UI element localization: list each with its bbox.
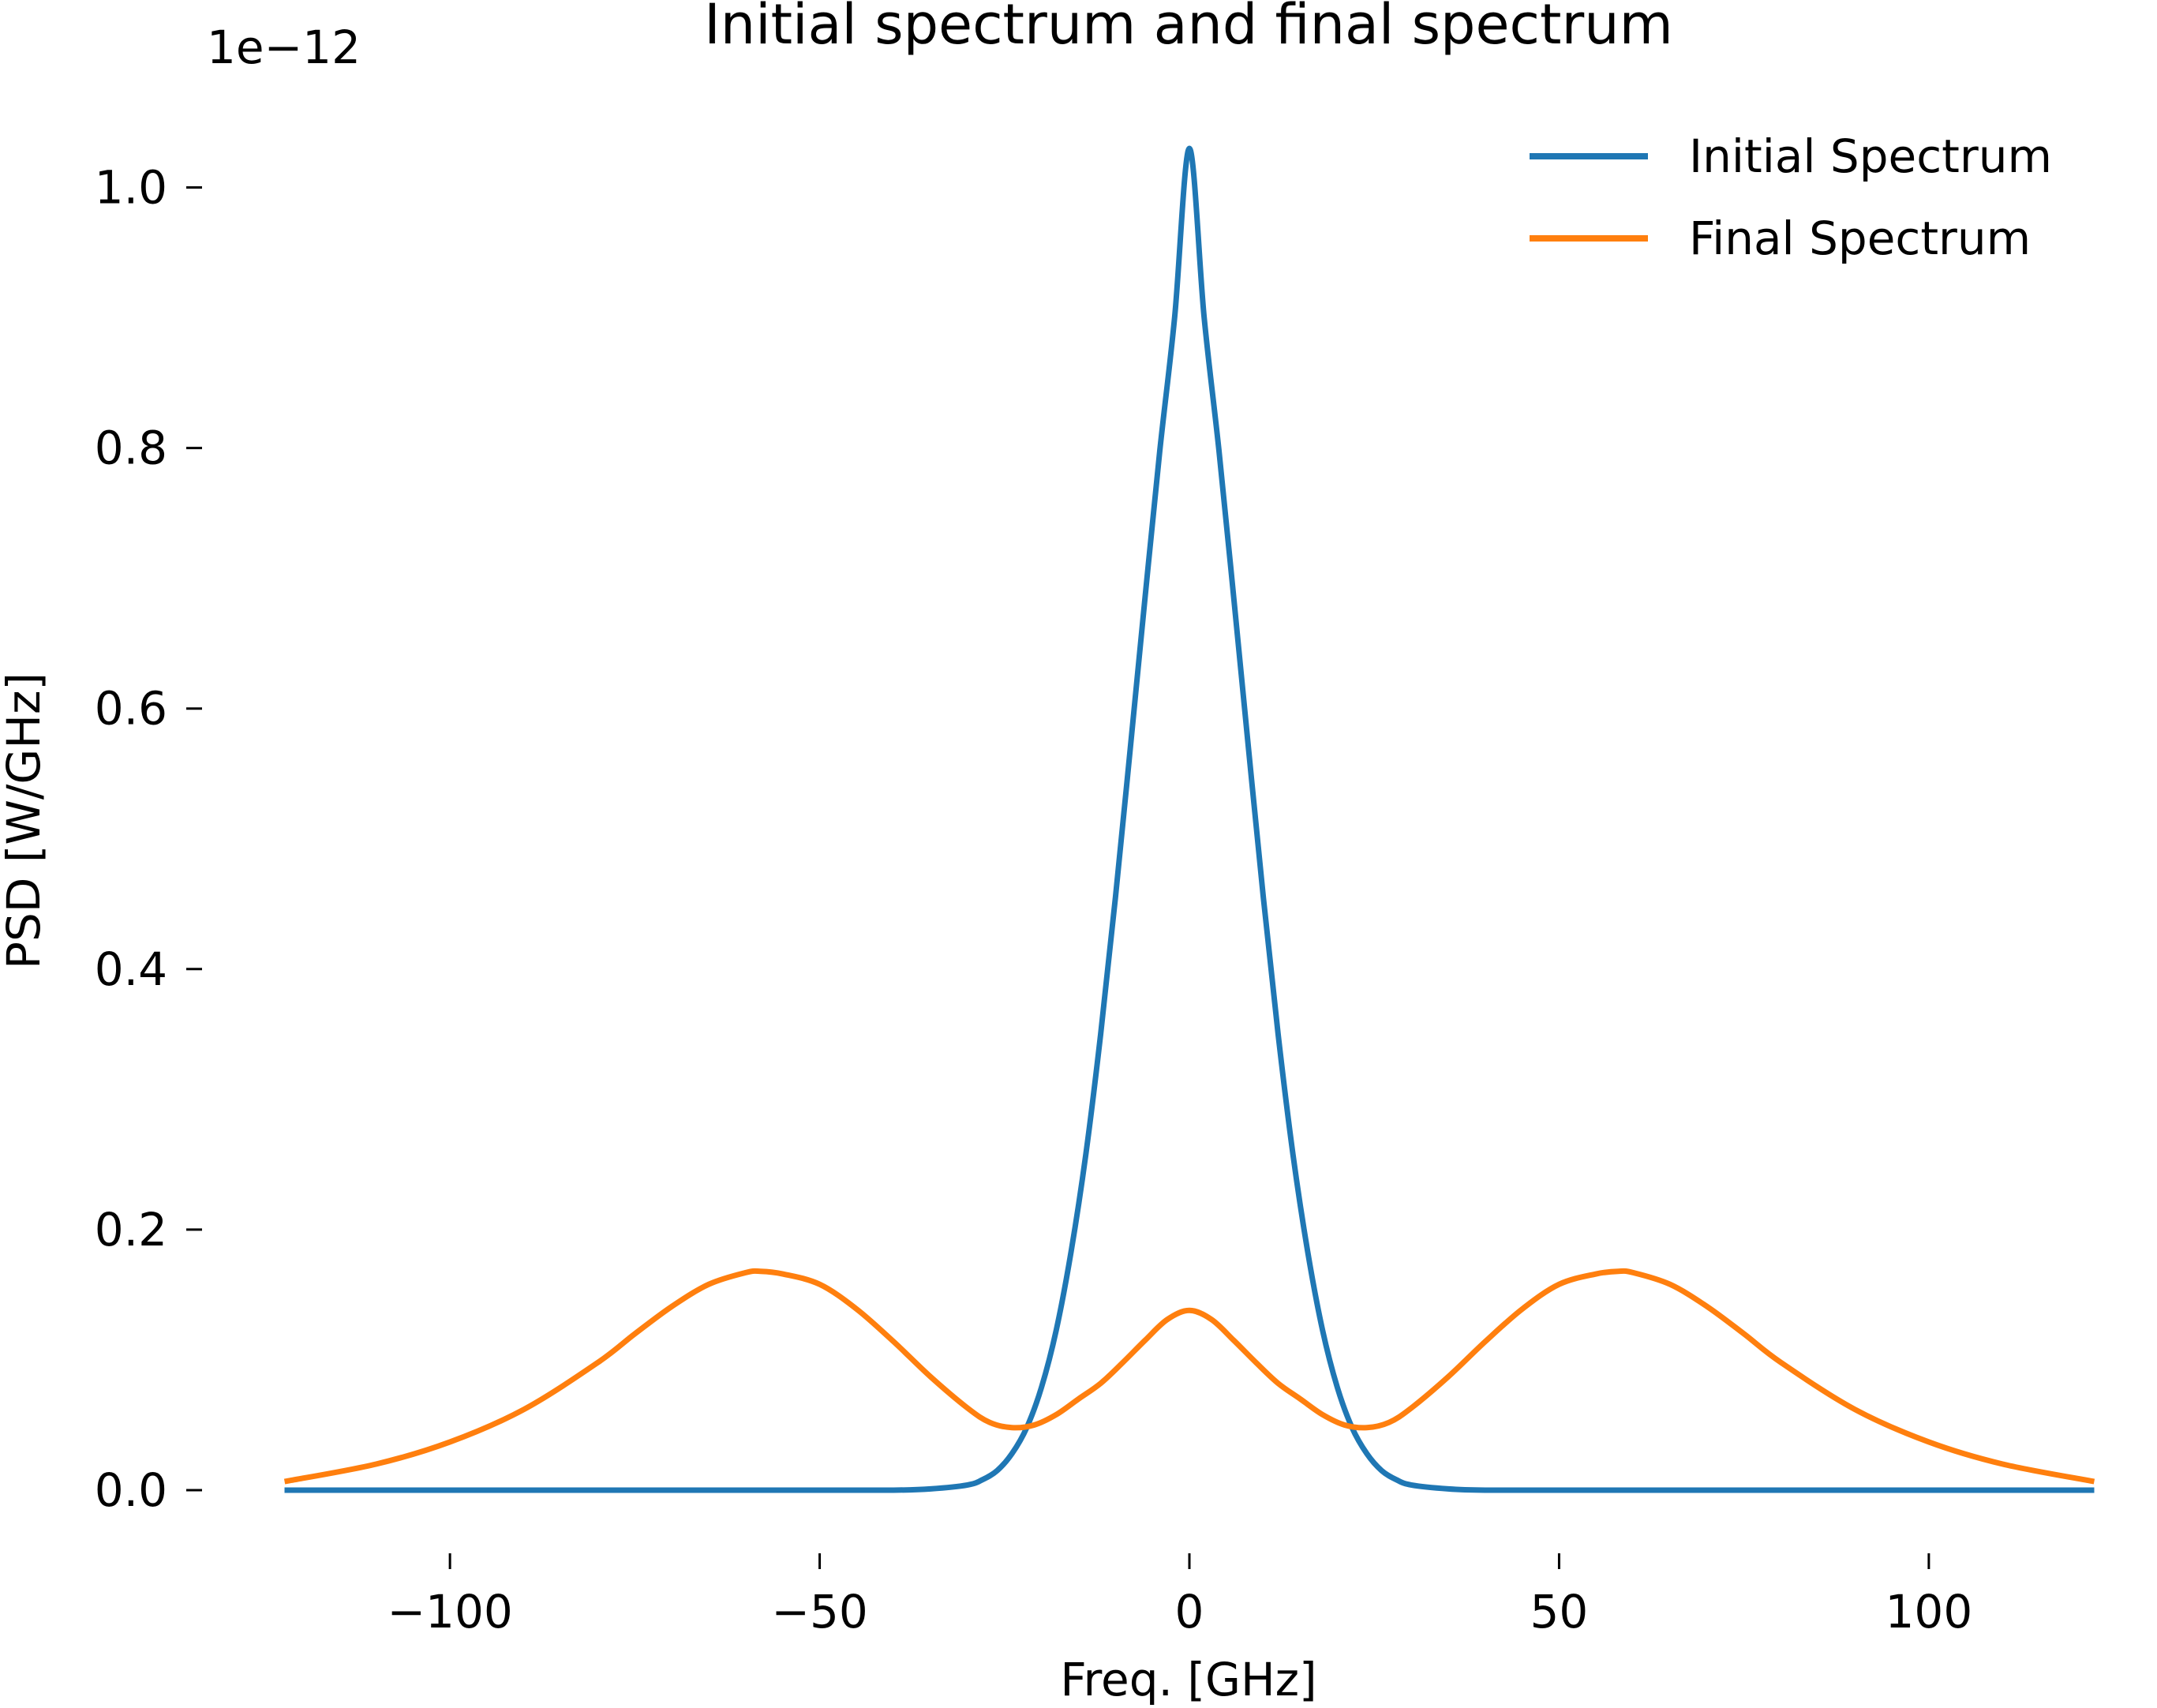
y-tick-label: 0.6 (95, 682, 167, 736)
y-axis-ticks: 0.0 0.2 0.4 0.6 0.8 1.0 (95, 161, 202, 1517)
x-axis-label: Freq. [GHz] (1060, 1653, 1316, 1706)
legend-label-final-spectrum: Final Spectrum (1689, 212, 2031, 265)
y-tick-label: 0.4 (95, 942, 167, 996)
x-tick-label: 0 (1175, 1585, 1204, 1639)
plot-area (283, 145, 2095, 1493)
y-tick-label: 0.2 (95, 1203, 167, 1257)
x-tick-label: 100 (1886, 1585, 1973, 1639)
legend: Initial Spectrum Final Spectrum (1530, 129, 2052, 265)
series-line-final-spectrum (283, 1268, 2095, 1485)
y-tick-label: 0.0 (95, 1463, 167, 1517)
x-tick-label: −50 (771, 1585, 867, 1639)
legend-label-initial-spectrum: Initial Spectrum (1689, 129, 2052, 183)
y-tick-label: 1.0 (95, 161, 167, 215)
chart-title: Initial spectrum and final spectrum (704, 0, 1673, 57)
x-tick-label: −100 (387, 1585, 512, 1639)
x-tick-label: 50 (1530, 1585, 1589, 1639)
x-axis-ticks: −100 −50 0 50 100 (387, 1553, 1972, 1639)
y-axis-label: PSD [W/GHz] (0, 672, 51, 969)
y-tick-label: 0.8 (95, 421, 167, 475)
y-offset-label: 1e−12 (207, 21, 361, 74)
series-line-initial-spectrum (284, 145, 2095, 1493)
